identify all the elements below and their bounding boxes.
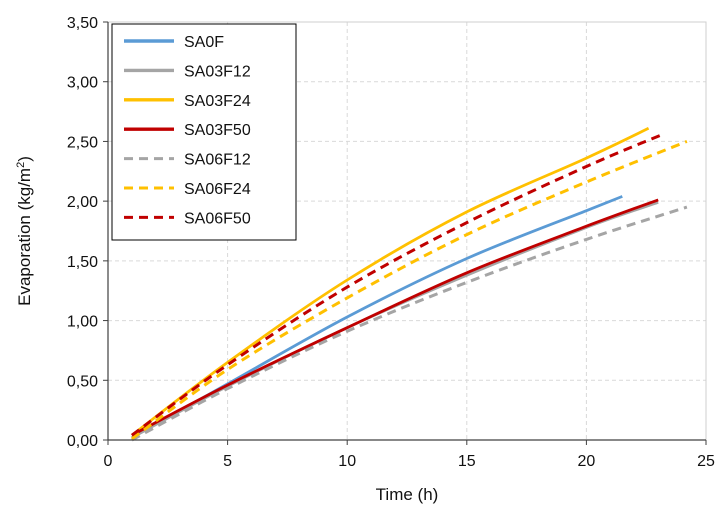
x-tick-label: 5	[223, 453, 232, 470]
y-axis-title-tail: )	[15, 156, 34, 162]
series-lines	[131, 127, 688, 442]
legend-label-sa03f12: SA03F12	[184, 63, 251, 80]
y-tick-labels: 0,00 0,50 1,00 1,50 2,00 2,50 3,00 3,50	[67, 15, 98, 450]
y-axis-title-sup: 2	[15, 162, 27, 168]
series-line-sa06f24	[131, 140, 688, 441]
x-tick-label: 0	[104, 453, 113, 470]
x-tick-labels: 0 5 10 15 20 25	[104, 453, 715, 470]
x-tick-label: 20	[578, 453, 596, 470]
x-tick-label: 15	[458, 453, 476, 470]
legend-box	[111, 23, 297, 241]
x-tick-label: 25	[697, 453, 715, 470]
legend-label-sa06f50: SA06F50	[184, 210, 251, 227]
legend-label-sa03f50: SA03F50	[184, 122, 251, 139]
y-tick-label: 0,50	[67, 373, 98, 390]
x-axis-title: Time (h)	[376, 485, 439, 504]
series-line-sa03f50	[131, 198, 659, 437]
y-tick-label: 1,00	[67, 314, 98, 331]
axes	[103, 21, 707, 445]
legend-label-sa06f12: SA06F12	[184, 152, 251, 169]
y-tick-label: 2,00	[67, 194, 98, 211]
series-line-sa06f50	[131, 132, 664, 437]
series-line-sa06f12	[131, 205, 688, 442]
x-tick-label: 10	[338, 453, 356, 470]
y-tick-label: 3,50	[67, 15, 98, 32]
y-tick-label: 2,50	[67, 134, 98, 151]
y-tick-label: 1,50	[67, 254, 98, 271]
y-tick-label: 3,00	[67, 75, 98, 92]
y-tick-label: 0,00	[67, 433, 98, 450]
y-axis-title: Evaporation (kg/m2)	[15, 156, 34, 306]
legend-label-sa03f24: SA03F24	[184, 93, 251, 110]
legend-label-sa0f: SA0F	[184, 34, 224, 51]
legend: SA0F SA03F12 SA03F24 SA03F50 SA06F12 SA06F24 S…	[111, 23, 297, 241]
series-line-sa03f24	[131, 127, 650, 437]
legend-label-sa06f24: SA06F24	[184, 181, 251, 198]
y-axis-title-main: Evaporation (kg/m	[15, 168, 34, 306]
